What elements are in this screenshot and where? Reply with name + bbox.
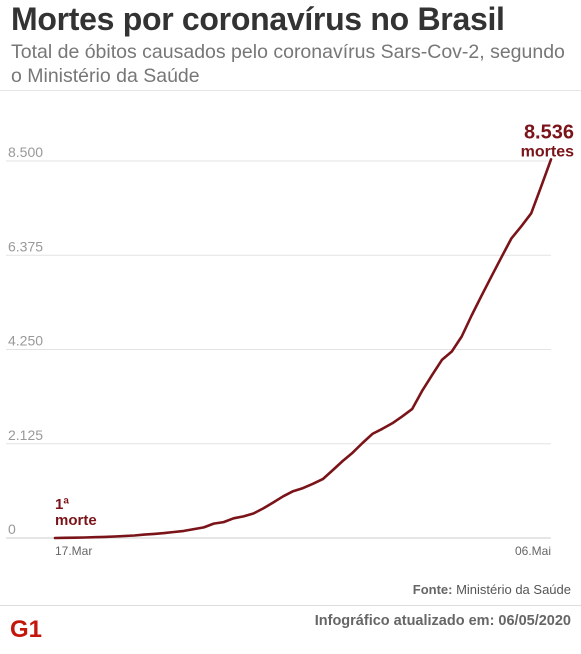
x-axis-ticks: 17.Mar 06.Mai bbox=[55, 544, 551, 558]
chart-subtitle: Total de óbitos causados pelo coronavíru… bbox=[11, 41, 565, 87]
chart-title: Mortes por coronavírus no Brasil bbox=[11, 1, 505, 37]
g1-logo-text: G1 bbox=[10, 616, 42, 640]
y-tick-label: 8.500 bbox=[8, 144, 43, 160]
y-tick-label: 4.250 bbox=[8, 333, 43, 349]
footer-divider bbox=[0, 605, 581, 606]
source-label: Fonte: bbox=[412, 582, 453, 597]
y-tick-label: 2.125 bbox=[8, 427, 43, 443]
source-note: Fonte: Ministério da Saúde bbox=[413, 582, 571, 597]
first-death-annotation-line1: 1ª bbox=[55, 496, 69, 513]
data-points bbox=[54, 158, 553, 539]
deaths-series-line bbox=[53, 158, 553, 540]
g1-logo: G1 bbox=[10, 616, 42, 640]
header-divider bbox=[0, 90, 581, 91]
y-tick-label: 6.375 bbox=[8, 238, 43, 254]
first-death-annotation-line2: morte bbox=[55, 512, 97, 529]
y-tick-label: 0 bbox=[8, 521, 16, 537]
x-tick-label: 06.Mai bbox=[515, 544, 551, 558]
gridlines bbox=[6, 160, 551, 539]
x-tick-label: 17.Mar bbox=[55, 544, 92, 558]
total-deaths-annotation-label: mortes bbox=[521, 143, 574, 160]
source-value: Ministério da Saúde bbox=[456, 582, 571, 597]
y-axis-ticks: 0 2.125 4.250 6.375 8.500 bbox=[8, 144, 43, 537]
updated-note: Infográfico atualizado em: 06/05/2020 bbox=[314, 613, 571, 629]
total-deaths-annotation-value: 8.536 bbox=[524, 121, 574, 143]
